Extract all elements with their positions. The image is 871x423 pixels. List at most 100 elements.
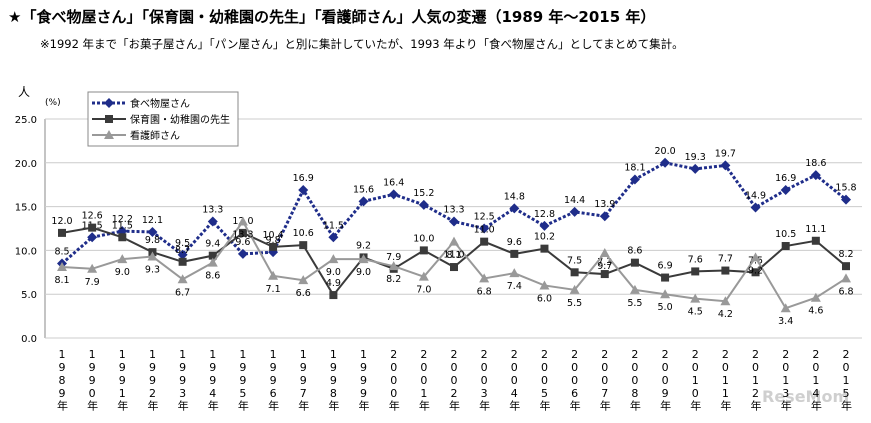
point [629,174,640,185]
data-label: 16.9 [293,173,314,184]
data-label: 3.4 [778,316,793,327]
data-label: 6.7 [175,287,190,298]
data-label: 20.0 [654,146,675,157]
point [237,216,248,226]
data-label: 15.2 [413,188,434,199]
point [539,220,550,231]
x-tick-label: 2004年 [508,348,521,411]
point [660,289,671,299]
point [147,227,158,238]
data-label: 14.9 [745,190,766,201]
point [599,248,610,258]
plot: 0.0 5.0 10.0 15.0 20.0 25.0 1989年 1990年 1991年 199… [15,91,862,411]
point [479,273,490,283]
x-tick-label: 2006年 [568,348,581,411]
x-tick-label: 1989年 [56,348,69,411]
y-tick-label: 15.0 [15,203,37,214]
x-tick-label: 2003年 [478,348,491,411]
data-label: 8.6 [205,271,220,282]
data-label: 10.2 [534,232,555,243]
data-label: 12.0 [51,216,72,227]
data-label: 8.7 [175,245,190,256]
point [58,228,66,237]
point [841,273,851,283]
data-label: 10.0 [413,233,434,244]
x-tick-label: 2009年 [659,348,672,411]
data-label: 10.5 [775,229,796,240]
point [298,275,309,285]
point [480,237,489,246]
point [629,284,640,294]
data-label: 19.7 [715,148,736,159]
x-tick-label: 2001年 [417,348,430,411]
data-label: 13.9 [594,199,615,210]
data-label: 9.5 [175,238,190,249]
point [691,267,700,276]
legend-marker [105,115,113,123]
point [88,223,97,232]
point [569,284,580,294]
point [661,273,670,282]
point [720,296,731,306]
data-label: 11.0 [474,225,495,236]
x-tick-label: 1993年 [176,348,189,411]
point [781,242,790,251]
point [690,293,701,303]
chart-title: ★「食べ物屋さん」「保育園・幼稚園の先生」「看護師さん」人気の変遷（1989 年… [8,8,655,26]
point [147,251,158,261]
note: ※1992 年まで「お菓子屋さん」「パン屋さん」と別に集計していたが、1993 … [40,37,684,51]
data-label: 4.2 [718,309,733,320]
point [328,232,339,243]
data-label: 12.6 [82,211,103,222]
data-label: 16.4 [383,177,404,188]
point [207,216,218,227]
data-label: 7.0 [416,285,431,296]
data-label: 6.6 [296,288,311,299]
point [721,266,730,275]
x-tick-label: 2002年 [448,348,461,411]
data-label: 6.0 [537,293,552,304]
data-label: 9.3 [145,265,160,276]
point [177,274,188,284]
x-tick-label: 2014年 [809,348,822,411]
data-label: 15.6 [353,184,374,195]
data-label: 11.5 [112,220,133,231]
data-label: 9.4 [205,239,220,250]
legend-marker [104,98,114,108]
y-axis-label: 人 [18,85,30,99]
point [811,236,820,245]
legend-marker [104,130,114,139]
point [509,268,520,278]
data-label: 7.4 [507,281,522,292]
point [358,196,369,207]
point [299,241,308,250]
data-label: 6.8 [838,286,853,297]
y-tick-label: 20.0 [15,159,37,170]
data-label: 13.3 [232,229,253,240]
point [810,292,821,302]
x-tick-label: 2012年 [749,348,762,411]
x-tick-label: 2005年 [538,348,551,411]
point [780,303,791,313]
data-label: 9.2 [748,265,763,276]
data-label: 13.3 [443,204,464,215]
point [841,194,851,205]
point [570,268,579,277]
data-label: 12.1 [142,215,163,226]
point [57,262,67,272]
x-tick-label: 1991年 [116,348,129,411]
point [751,268,760,277]
data-label: 11.5 [323,220,344,231]
data-label: 14.8 [504,191,525,202]
point [118,233,127,242]
y-unit: (%) [45,98,61,108]
point [237,248,248,259]
point [600,270,609,279]
data-label: 7.6 [688,254,703,265]
data-label: 12.5 [474,212,495,223]
point [268,270,279,280]
point [509,203,520,214]
point [358,254,369,264]
data-label: 7.3 [597,257,612,268]
point [510,249,519,258]
